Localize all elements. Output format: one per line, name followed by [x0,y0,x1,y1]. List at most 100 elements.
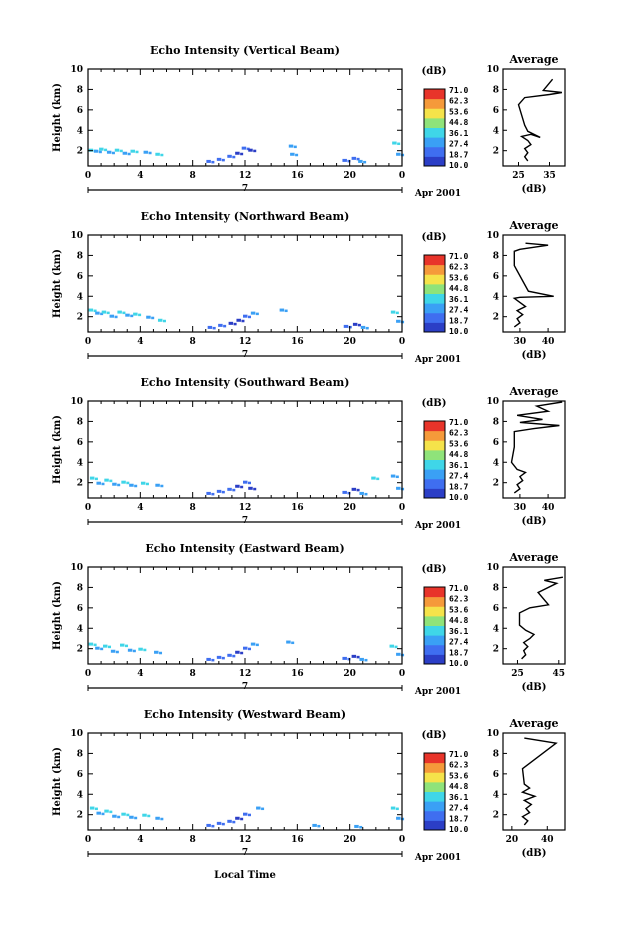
profile-x-tick-label: 40 [542,337,555,347]
heatmap-cell [317,824,321,828]
colorbar-label: 62.3 [449,97,468,106]
colorbar-swatch [424,156,445,167]
heatmap-cell [88,308,94,312]
profile-title: Average [508,551,558,564]
heatmap-cell [397,142,401,146]
colorbar-label: 18.7 [449,482,468,491]
heatmap-cell [110,649,116,653]
x-tick-label: 0 [399,669,405,679]
colorbar-swatch [424,108,445,119]
heatmap-cell [288,144,294,148]
plot-frame [87,68,403,167]
heatmap-cell [364,658,368,662]
heatmap-cell [243,480,248,484]
date-marker: 7 [242,682,248,692]
y-tick-label: 4 [77,292,83,302]
colorbar-label: 27.4 [449,140,468,149]
colorbar-swatch [424,654,445,665]
profile-x-tick-label: 30 [514,337,527,347]
heatmap-cell [351,487,357,491]
heatmap-cell [122,311,126,315]
date-label: Apr 2001 [414,521,461,531]
profile-y-tick-label: 10 [486,729,499,739]
heatmap-cell [359,491,364,495]
panel-title: Echo Intensity (Eastward Beam) [145,542,344,555]
heatmap-cell [129,483,134,487]
profile-x-tick-label: 25 [512,171,525,181]
heatmap-cell [145,482,149,486]
heatmap-cell [96,811,101,815]
colorbar-label: 27.4 [449,638,468,647]
heatmap-cell [343,324,349,328]
heatmap-cell [232,155,236,159]
heatmap-cell [160,484,164,488]
heatmap-cell [236,318,241,322]
heatmap-cell [240,485,244,489]
profile-x-tick-label: 30 [514,503,527,513]
colorbar-label: 36.1 [449,129,468,138]
date-label: Apr 2001 [414,687,461,697]
heatmap-cell [109,810,113,814]
heatmap-cell [250,642,256,646]
heatmap-cell [256,806,261,810]
heatmap-cell [356,488,360,492]
profile-frame [502,732,566,831]
heatmap-cell [112,482,117,486]
colorbar-swatch [424,596,445,607]
heatmap-cell [389,644,395,648]
heatmap-cell [347,159,351,163]
heatmap-cell [216,157,222,161]
heatmap-cell [155,152,160,156]
y-axis-label: Height (km) [52,747,63,816]
y-tick-label: 2 [77,645,83,655]
colorbar-label: 10.0 [449,659,468,668]
date-marker: 7 [242,848,248,858]
heatmap-cell [104,478,109,482]
x-tick-label: 0 [399,503,405,513]
heatmap-cell [100,647,104,651]
heatmap-cell [394,645,398,649]
heatmap-cell [89,476,95,480]
x-tick-label: 8 [190,337,196,347]
y-tick-label: 10 [70,397,83,407]
x-tick-label: 0 [85,171,91,181]
heatmap-cell [211,824,215,828]
heatmap-cell [240,817,244,821]
heatmap-cell [121,480,126,484]
heatmap-cell [211,492,215,496]
profile-y-tick-label: 8 [493,251,499,261]
heatmap-cell [342,656,347,660]
heatmap-cell [154,650,159,654]
heatmap-cell [147,814,151,818]
profile-x-tick-label: 35 [543,171,556,181]
heatmap-cell [114,315,118,319]
profile-line [517,78,563,162]
profile-frame [502,234,566,333]
profile-line [520,737,558,826]
heatmap-cell [155,483,160,487]
date-label: Apr 2001 [414,355,461,365]
x-tick-label: 12 [239,669,252,679]
y-tick-label: 4 [77,458,83,468]
panel-5: Echo Intensity (Westward Beam) Height (km… [52,708,566,881]
heatmap-cell [255,312,259,316]
x-tick-label: 0 [85,835,91,845]
heatmap-cell [241,146,247,150]
colorbar-label: 27.4 [449,306,468,315]
colorbar-swatch [424,117,445,128]
y-tick-label: 2 [77,147,83,157]
x-tick-label: 20 [343,669,356,679]
colorbar-swatch [424,127,445,138]
colorbar-swatch [424,781,445,792]
heatmap-cell [396,319,401,323]
x-tick-label: 8 [190,503,196,513]
heatmap-cell [235,816,240,820]
profile-y-tick-label: 10 [486,397,499,407]
colorbar-swatch [424,303,445,314]
heatmap-cell [227,487,232,491]
y-tick-label: 8 [77,85,83,95]
heatmap-cell [342,490,347,494]
heatmap-cell [221,490,225,494]
colorbar-label: 36.1 [449,461,468,470]
colorbar-swatch [424,255,445,266]
